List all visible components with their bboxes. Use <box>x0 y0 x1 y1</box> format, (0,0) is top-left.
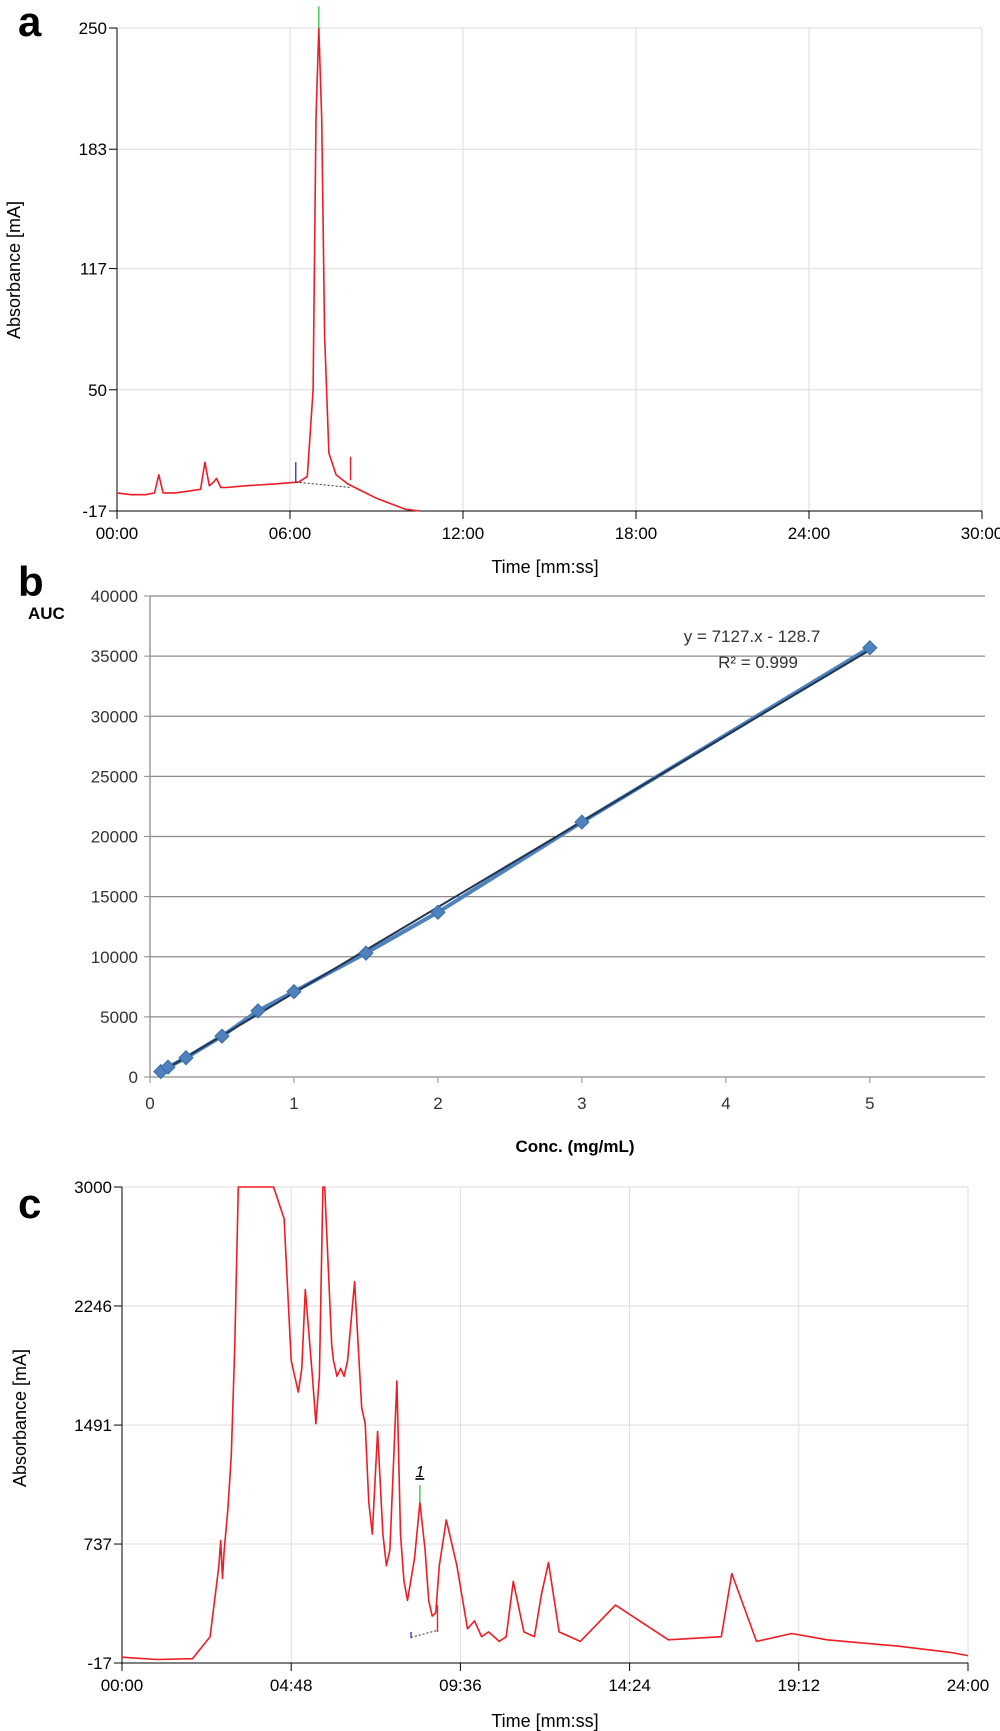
chart-c-ytick-label-1: 737 <box>84 1535 112 1554</box>
chart-b-xtick-label-0: 0 <box>145 1094 154 1113</box>
chart-a-xtick-label-0: 00:00 <box>96 524 139 543</box>
chart-a-ytick-label-2: 117 <box>80 260 107 279</box>
chart-c-ytick-label-0: -17 <box>87 1654 112 1673</box>
chart-b-data-point-5 <box>286 983 302 1000</box>
chart-b-data-point-2 <box>178 1050 194 1066</box>
chart-a-ytick-label-4: 250 <box>79 19 107 38</box>
chart-c-plot <box>121 1186 969 1661</box>
panel-a-letter: a <box>18 0 42 45</box>
chart-a-xtick-label-5: 30:00 <box>961 524 1000 543</box>
chart-b-ytick-label-2: 10000 <box>91 948 138 967</box>
chart-c: -17 737 1491 2246 3000 00:00 04:48 09:36 14:24 1… <box>10 1180 990 1731</box>
chart-b-r-squared: R² = 0.999 <box>718 653 798 672</box>
chart-b-data-point-9 <box>862 640 878 656</box>
chart-c-xtick-label-1: 04:48 <box>270 1676 313 1695</box>
chart-c-x-axis-label: Time [mm:ss] <box>491 1711 598 1731</box>
chart-b-equation: y = 7127.x - 128.7 <box>684 627 821 646</box>
chart-a-plot <box>116 6 420 512</box>
chart-a: -17 50 117 183 250 00:00 06:00 12:00 18:00 24:00… <box>4 6 1000 577</box>
chart-a-ytick-label-3: 183 <box>79 140 107 159</box>
chart-c-peak-label: 1 <box>415 1464 424 1481</box>
chart-a-ytick-label-0: -17 <box>82 502 107 521</box>
chart-b-ytick-label-1: 5000 <box>100 1008 138 1027</box>
chart-b-ytick-label-3: 15000 <box>91 888 138 907</box>
chart-b-xtick-label-1: 1 <box>289 1094 298 1113</box>
chart-b-ytick-label-5: 25000 <box>91 767 138 786</box>
chart-b-xtick-label-5: 5 <box>865 1094 874 1113</box>
chart-c-integration-baseline <box>410 1629 438 1638</box>
chart-a-axes <box>116 28 982 512</box>
chart-b-data-point-7 <box>430 904 446 920</box>
chart-c-ytick-label-3: 2246 <box>74 1297 112 1316</box>
chart-b-data-point-1 <box>160 1059 176 1075</box>
chart-c-xtick-label-3: 14:24 <box>608 1676 651 1695</box>
chart-b-data-point-4 <box>250 1003 266 1019</box>
chart-c-y-axis-label: Absorbance [mA] <box>10 1349 30 1487</box>
chart-b-xticks: 0 1 2 3 4 5 <box>145 1077 875 1113</box>
chart-c-grid <box>121 1186 969 1664</box>
chart-b-ytick-label-0: 0 <box>129 1068 138 1087</box>
chart-b-data-point-8 <box>574 814 590 830</box>
chart-b-data-point-3 <box>214 1028 230 1044</box>
chart-b-yticks: 0 5000 10000 15000 20000 25000 30000 35000 40000 <box>91 587 150 1087</box>
chart-b-x-axis-label: Conc. (mg/mL) <box>516 1137 635 1156</box>
chart-a-trace <box>116 27 420 512</box>
chart-b-ytick-label-4: 20000 <box>91 828 138 847</box>
chart-b-plot <box>153 640 878 1080</box>
chart-c-xticks: 00:00 04:48 09:36 14:24 19:12 24:00 <box>101 1663 990 1695</box>
chart-b-y-axis-label: AUC <box>28 604 65 623</box>
chart-b-xtick-label-3: 3 <box>577 1094 586 1113</box>
chart-a-yticks: -17 50 117 183 250 <box>79 19 117 521</box>
chart-c-xtick-label-4: 19:12 <box>778 1676 821 1695</box>
chart-c-xtick-label-2: 09:36 <box>439 1676 482 1695</box>
chart-a-xtick-label-4: 24:00 <box>788 524 831 543</box>
chart-a-y-axis-label: Absorbance [mA] <box>4 201 24 339</box>
chart-c-ytick-label-4: 3000 <box>74 1180 112 1197</box>
chart-a-integration-baseline <box>295 481 351 488</box>
chart-a-ytick-label-1: 50 <box>88 381 107 400</box>
chart-b-xtick-label-4: 4 <box>721 1094 730 1113</box>
panel-c-letter: c <box>18 1180 42 1227</box>
chart-c-xtick-label-0: 00:00 <box>101 1676 144 1695</box>
chart-b-ytick-label-8: 40000 <box>91 587 138 606</box>
chart-b-grid <box>150 595 985 1018</box>
chart-a-xtick-label-1: 06:00 <box>269 524 312 543</box>
chart-b-xtick-label-2: 2 <box>433 1094 442 1113</box>
chart-b-ytick-label-6: 30000 <box>91 707 138 726</box>
chart-c-ytick-label-2: 1491 <box>74 1416 112 1435</box>
chart-a-grid <box>116 27 983 512</box>
chart-b-ytick-label-7: 35000 <box>91 647 138 666</box>
chart-a-x-axis-label: Time [mm:ss] <box>491 557 598 577</box>
chart-b-data-point-6 <box>358 945 374 961</box>
chart-a-xtick-label-3: 18:00 <box>615 524 658 543</box>
chart-a-xticks: 00:00 06:00 12:00 18:00 24:00 30:00 <box>96 511 1000 543</box>
chart-c-trace <box>121 1186 969 1661</box>
chart-c-xtick-label-5: 24:00 <box>947 1676 990 1695</box>
chart-b-trendline <box>156 649 871 1076</box>
panel-b-letter: b <box>18 558 44 605</box>
chart-a-xtick-label-2: 12:00 <box>442 524 485 543</box>
chart-c-yticks: -17 737 1491 2246 3000 <box>74 1180 122 1673</box>
chart-b: 0 5000 10000 15000 20000 25000 30000 35000 40000… <box>28 587 985 1156</box>
